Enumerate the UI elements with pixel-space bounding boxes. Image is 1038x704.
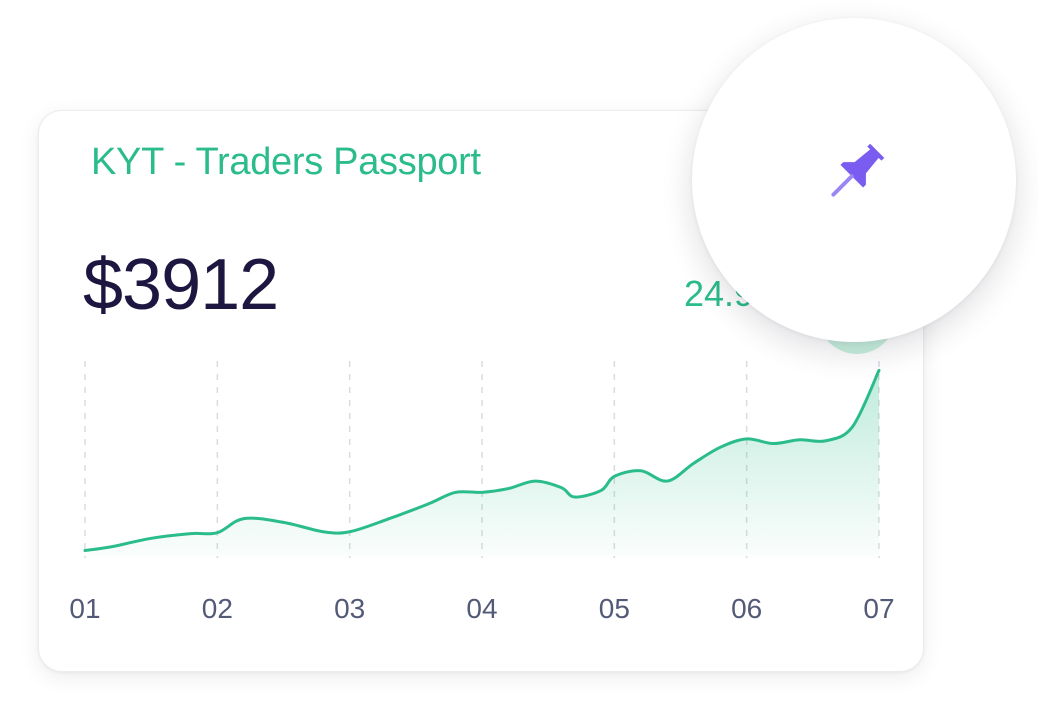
x-tick-label: 03 bbox=[334, 593, 365, 624]
chart-series-line bbox=[83, 368, 881, 552]
performance-chart: 01 02 03 04 05 06 07 bbox=[69, 361, 895, 624]
balance-amount: $3912 bbox=[83, 245, 279, 325]
x-tick-label: 04 bbox=[466, 593, 497, 624]
x-tick-label: 05 bbox=[599, 593, 630, 624]
x-tick-label: 01 bbox=[69, 593, 100, 624]
x-tick-label: 02 bbox=[202, 593, 233, 624]
card-title: KYT - Traders Passport bbox=[91, 141, 481, 183]
x-axis-ticks: 01 02 03 04 05 06 07 bbox=[69, 593, 894, 624]
chart-area-fill bbox=[85, 370, 879, 558]
x-tick-label: 06 bbox=[731, 593, 762, 624]
pin-button[interactable] bbox=[692, 18, 1016, 342]
x-tick-label: 07 bbox=[863, 593, 894, 624]
pushpin-icon bbox=[831, 143, 885, 197]
